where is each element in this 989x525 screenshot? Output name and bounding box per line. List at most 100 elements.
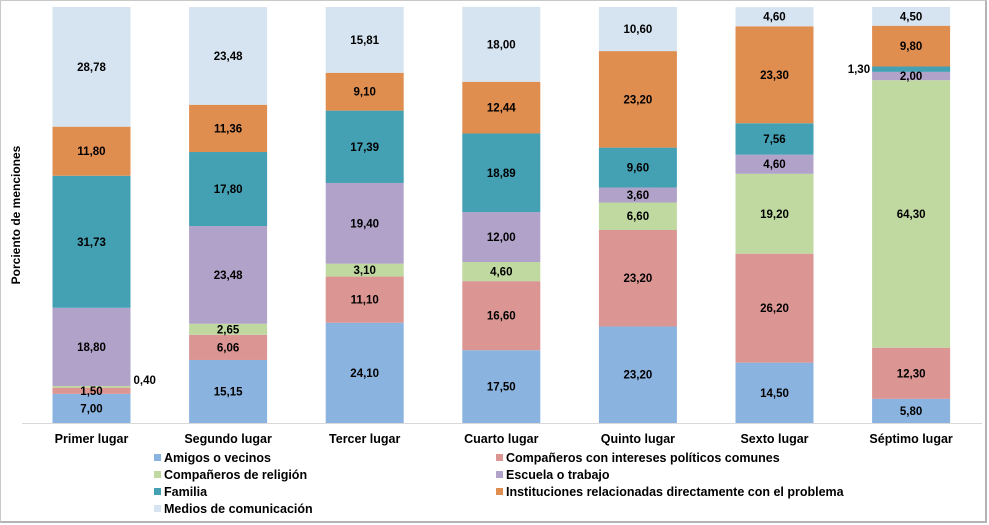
data-label: 7,00: [80, 403, 102, 415]
bar-segment-tercer-lugar-instituciones-relacionadas-directamente-con-el-problema: [325, 72, 404, 111]
legend-label: Compañeros de religión: [164, 467, 308, 482]
data-label: 6,06: [217, 342, 239, 354]
bar-segment-segundo-lugar-medios-de-comunicacion: [189, 7, 268, 105]
bar-segment-segundo-lugar-familia: [189, 152, 268, 227]
legend-label: Escuela o trabajo: [506, 467, 610, 482]
bar-segment-sexto-lugar-medios-de-comunicacion: [735, 7, 814, 27]
bar-segment-cuarto-lugar-familia: [462, 133, 541, 213]
legend-label: Instituciones relacionadas directamente …: [506, 484, 844, 499]
bar-segment-primer-lugar-companeros-con-intereses-politicos-comunes: [52, 387, 131, 394]
bar-segment-sexto-lugar-escuela-o-trabajo: [735, 154, 814, 174]
data-label: 24,10: [350, 368, 379, 380]
bar-segment-septimo-lugar-companeros-con-intereses-politicos-comunes: [872, 347, 951, 399]
data-label: 23,48: [214, 51, 243, 63]
data-label: 1,50: [80, 386, 102, 398]
legend-item: Amigos o vecinos: [154, 449, 271, 466]
data-label: 2,65: [217, 324, 240, 336]
data-label: 18,80: [77, 342, 106, 354]
legend-swatch: [154, 454, 161, 461]
data-label: 7,56: [763, 134, 785, 146]
data-label: 23,20: [624, 273, 653, 285]
legend-label: Medios de comunicación: [164, 501, 313, 516]
bar-segment-primer-lugar-familia: [52, 175, 131, 308]
data-label: 26,20: [760, 303, 789, 315]
bar-segment-tercer-lugar-medios-de-comunicacion: [325, 7, 404, 73]
data-label: 11,10: [351, 295, 379, 307]
legend-item: Medios de comunicación: [154, 500, 313, 517]
category-labels-group: Primer lugar Segundo lugar Tercer lugar Cua…: [55, 432, 953, 446]
data-label: 23,20: [624, 370, 653, 382]
bar-segment-segundo-lugar-instituciones-relacionadas-directamente-con-el-problema: [189, 104, 268, 153]
legend-swatch: [154, 488, 161, 495]
legend-label: Familia: [164, 484, 208, 499]
data-label: 17,80: [214, 184, 243, 196]
bar-segment-cuarto-lugar-amigos-o-vecinos: [462, 350, 541, 423]
data-label: 16,60: [487, 311, 516, 323]
bar-segment-quinto-lugar-companeros-con-intereses-politicos-comunes: [598, 229, 677, 327]
bar-segment-septimo-lugar-companeros-de-religion: [872, 80, 951, 348]
bar-segment-quinto-lugar-instituciones-relacionadas-directamente-con-el-problema: [598, 51, 677, 148]
data-label: 64,30: [897, 209, 926, 221]
legend-swatch: [496, 471, 503, 478]
bar-segment-segundo-lugar-amigos-o-vecinos: [189, 359, 268, 423]
bar-segment-sexto-lugar-instituciones-relacionadas-directamente-con-el-problema: [735, 26, 814, 124]
category-label: Segundo lugar: [184, 432, 272, 446]
data-label: 23,30: [760, 70, 789, 82]
data-label: 18,89: [487, 168, 516, 180]
bar-segment-segundo-lugar-escuela-o-trabajo: [189, 226, 268, 324]
data-label: 9,60: [627, 163, 649, 175]
legend-swatch: [496, 488, 503, 495]
bar-segment-septimo-lugar-familia: [872, 66, 951, 72]
data-label: 5,80: [900, 406, 922, 418]
data-label: 9,10: [354, 87, 376, 99]
bar-segment-primer-lugar-amigos-o-vecinos: [52, 393, 131, 423]
y-axis-label: Porciento de menciones: [9, 145, 23, 284]
bar-segment-primer-lugar-companeros-de-religion: [52, 385, 131, 388]
data-label: 12,30: [897, 368, 926, 380]
data-label: 15,81: [350, 35, 379, 47]
bar-segment-primer-lugar-instituciones-relacionadas-directamente-con-el-problema: [52, 126, 131, 176]
data-label: 23,20: [624, 94, 653, 106]
data-label: 11,36: [214, 123, 242, 135]
data-label: 4,60: [763, 159, 785, 171]
bar-segment-cuarto-lugar-companeros-con-intereses-politicos-comunes: [462, 281, 541, 351]
data-label: 4,60: [763, 12, 785, 24]
bar-segment-tercer-lugar-companeros-de-religion: [325, 263, 404, 277]
bar-segment-primer-lugar-medios-de-comunicacion: [52, 6, 131, 127]
bar-segment-quinto-lugar-medios-de-comunicacion: [598, 7, 677, 52]
bar-segment-tercer-lugar-familia: [325, 110, 404, 183]
legend-item: Compañeros con intereses políticos comun…: [496, 449, 780, 466]
legend-item: Instituciones relacionadas directamente …: [496, 483, 844, 500]
bar-segment-tercer-lugar-amigos-o-vecinos: [325, 322, 404, 423]
data-label: 9,80: [900, 41, 922, 53]
bar-segment-quinto-lugar-familia: [598, 147, 677, 188]
bars-group: [52, 6, 951, 423]
bar-segment-segundo-lugar-companeros-con-intereses-politicos-comunes: [189, 334, 268, 360]
data-label: 19,40: [350, 218, 379, 230]
data-label: 10,60: [624, 24, 653, 36]
data-label: 3,10: [354, 265, 376, 277]
data-label: 23,48: [214, 270, 243, 282]
data-label: 4,50: [900, 11, 922, 23]
bar-segment-quinto-lugar-companeros-de-religion: [598, 202, 677, 230]
bar-segment-sexto-lugar-companeros-de-religion: [735, 173, 814, 254]
category-label: Séptimo lugar: [869, 432, 952, 446]
bar-segment-septimo-lugar-medios-de-comunicacion: [872, 7, 951, 26]
legend-label: Amigos o vecinos: [164, 450, 271, 465]
data-label: 11,80: [77, 146, 105, 158]
data-label: 12,44: [487, 103, 516, 115]
data-label: 17,50: [487, 382, 516, 394]
data-label: 15,15: [214, 386, 243, 398]
legend-swatch: [496, 454, 503, 461]
data-label: 31,73: [77, 237, 106, 249]
legend-item: Escuela o trabajo: [496, 466, 610, 483]
data-label: 4,60: [490, 267, 512, 279]
bar-segment-tercer-lugar-companeros-con-intereses-politicos-comunes: [325, 276, 404, 323]
legend-label: Compañeros con intereses políticos comun…: [506, 450, 780, 465]
category-label: Quinto lugar: [601, 432, 675, 446]
category-label: Cuarto lugar: [464, 432, 538, 446]
data-label: 17,39: [350, 142, 379, 154]
data-label: 28,78: [77, 62, 106, 74]
